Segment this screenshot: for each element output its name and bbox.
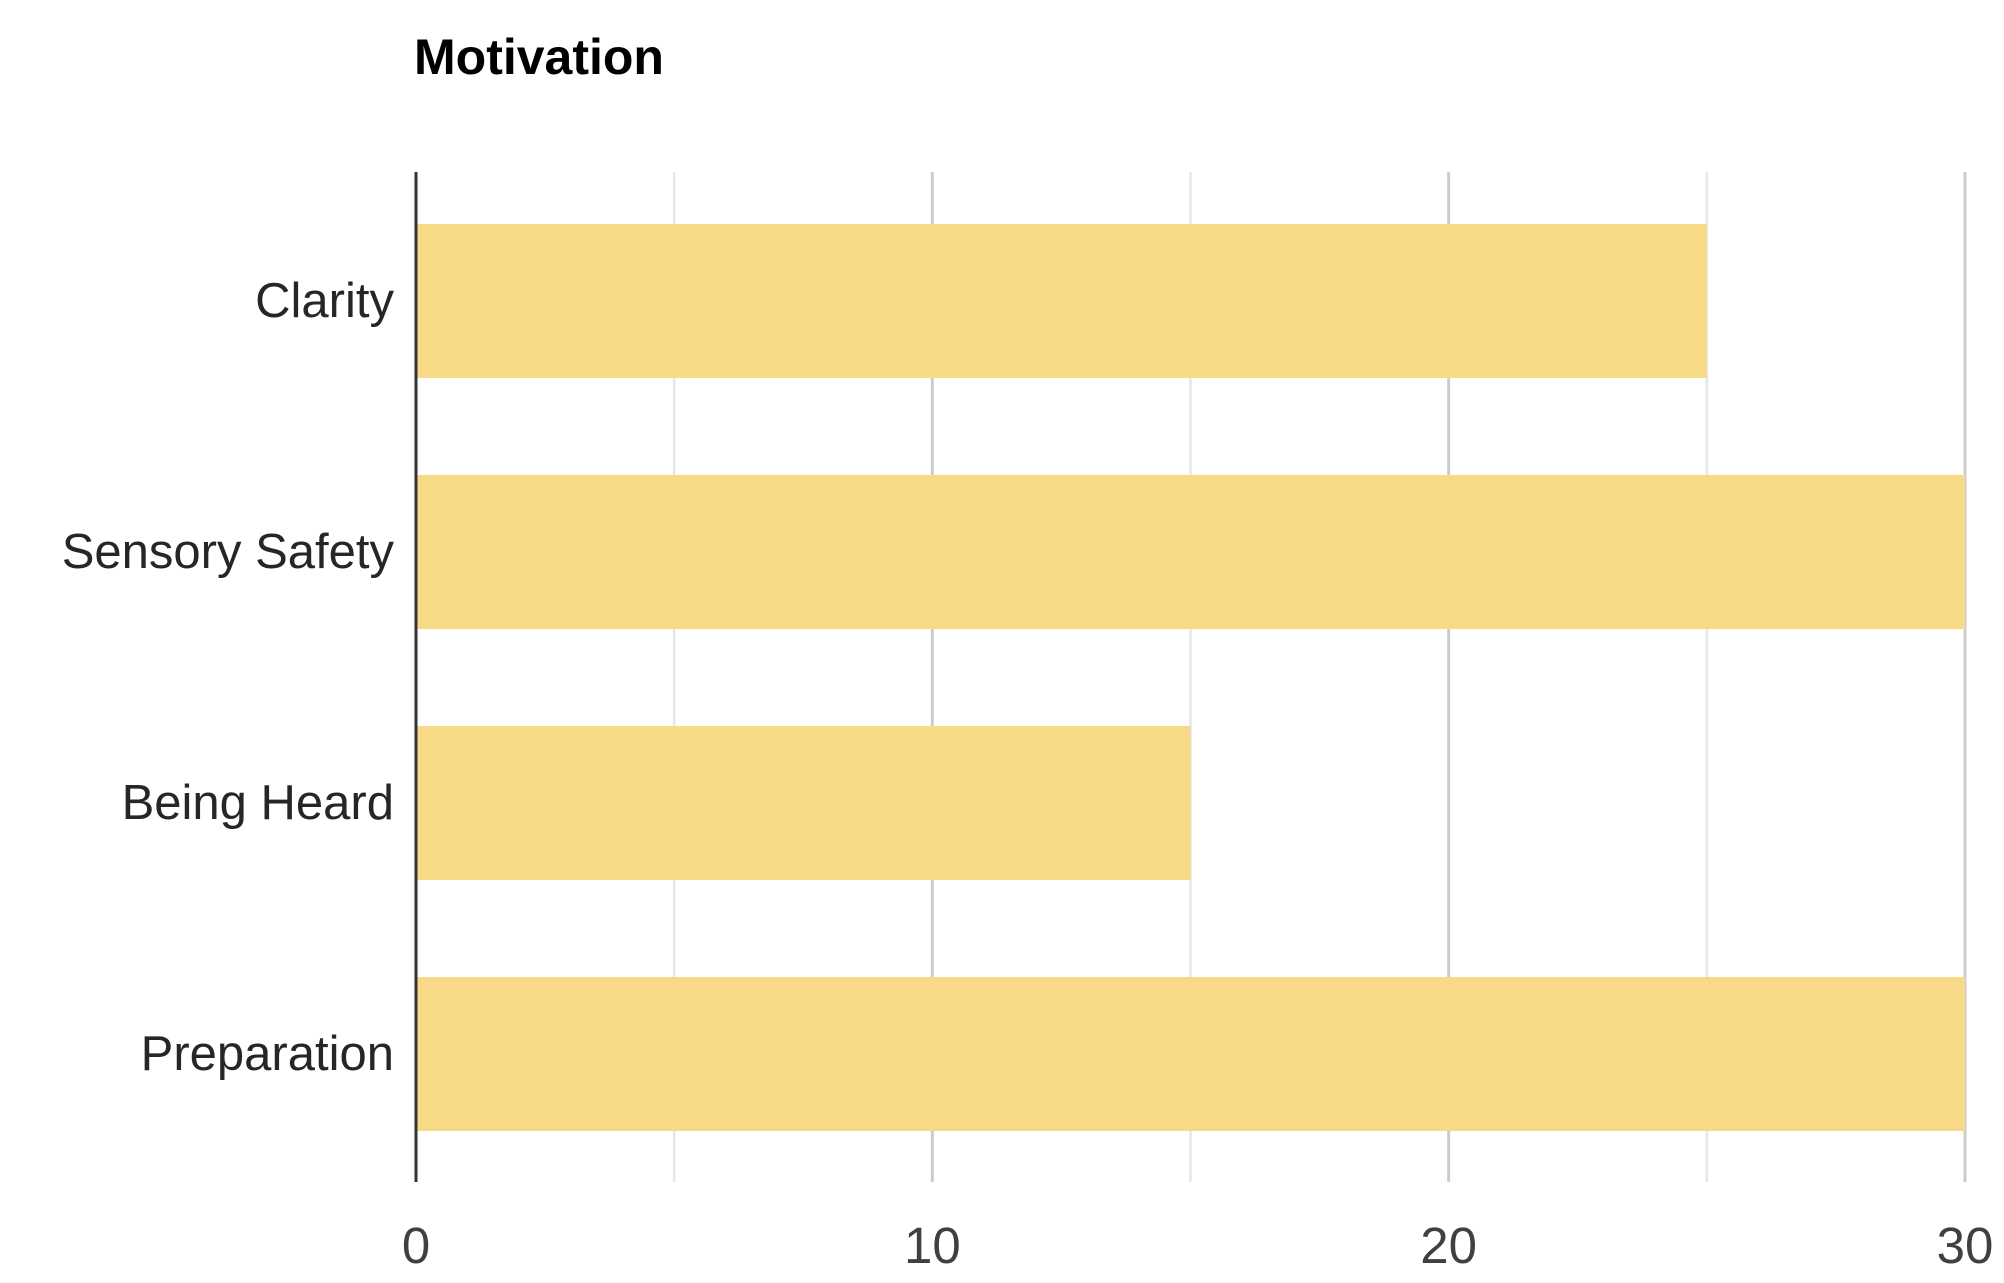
x-tick-labels: 0 10 20 30 — [402, 1217, 1994, 1274]
bars — [416, 224, 1965, 1131]
bar — [416, 726, 1191, 880]
x-tick-label: 0 — [402, 1217, 430, 1274]
x-tick-label: 30 — [1937, 1217, 1994, 1274]
category-label: Preparation — [141, 1027, 394, 1081]
category-labels: Clarity Sensory Safety Being Heard Preparat… — [62, 274, 395, 1081]
chart-title: Motivation — [414, 29, 664, 85]
x-tick-label: 10 — [904, 1217, 961, 1274]
bar — [416, 224, 1707, 378]
bar — [416, 977, 1965, 1131]
category-label: Clarity — [255, 274, 394, 328]
x-tick-label: 20 — [1420, 1217, 1477, 1274]
bar — [416, 475, 1965, 629]
category-label: Being Heard — [122, 776, 394, 830]
category-label: Sensory Safety — [62, 525, 395, 579]
